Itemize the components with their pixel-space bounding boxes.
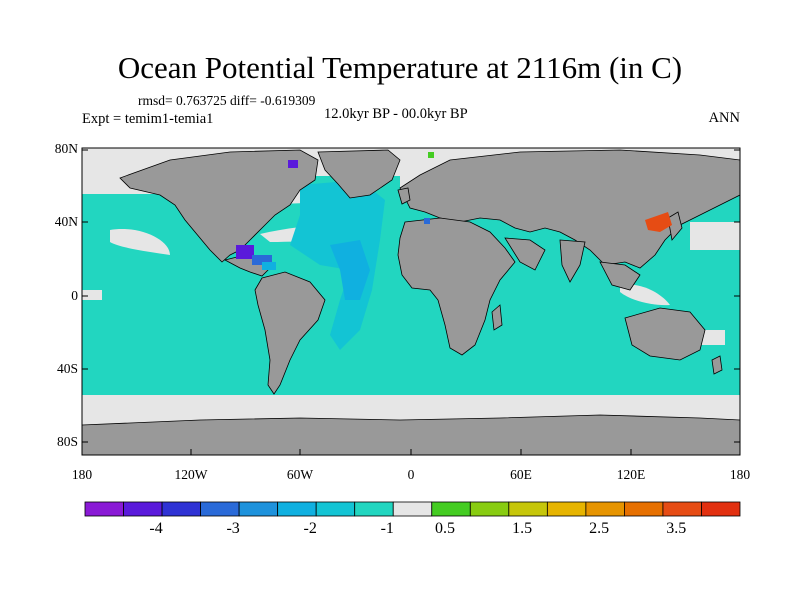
colorbar-label: -1	[380, 520, 394, 537]
plot-title: Ocean Potential Temperature at 2116m (in…	[117, 50, 683, 85]
colorbar-label: -2	[303, 520, 317, 537]
anomaly-arctic	[428, 152, 434, 158]
colorbar-label: -3	[226, 520, 240, 537]
anomaly-gulf	[236, 245, 254, 259]
experiment-label: Expt = temim1-temia1	[82, 111, 214, 127]
colorbar-label: -4	[149, 520, 163, 537]
anomaly-china	[645, 212, 672, 232]
lat-label-40s: 40S	[56, 361, 78, 376]
anomaly-caribbean	[252, 255, 272, 265]
colorbar-box	[508, 501, 548, 517]
lat-label-80s: 80S	[56, 434, 78, 449]
lat-label-80n: 80N	[54, 141, 78, 156]
colorbar-box	[84, 501, 124, 517]
colorbar-box	[200, 501, 240, 517]
anomaly-hudson	[288, 160, 298, 168]
colorbar-box	[238, 501, 279, 517]
colorbar-box	[701, 501, 741, 517]
colorbar-label: 1.5	[512, 520, 533, 537]
lon-label-0: 0	[407, 467, 415, 482]
lon-label-180e: 180	[729, 467, 751, 482]
lat-label-40n: 40N	[54, 214, 78, 229]
colorbar-box	[431, 501, 471, 517]
colorbar-label: 0.5	[435, 520, 456, 537]
land	[82, 149, 740, 455]
colorbar-box	[161, 501, 201, 517]
colorbar-label: 3.5	[666, 520, 687, 537]
lon-label-180w: 180	[71, 467, 93, 482]
colorbar-box	[546, 501, 587, 517]
period-label: 12.0kyr BP - 00.0kyr BP	[324, 106, 468, 122]
colorbar-box	[315, 501, 356, 517]
colorbar-box	[123, 501, 163, 517]
lon-label-120e: 120E	[616, 467, 646, 482]
colorbar-box	[354, 501, 394, 517]
lon-label-120w: 120W	[174, 467, 208, 482]
anomaly-med	[424, 218, 430, 224]
colorbar-box	[662, 501, 702, 517]
atlantic-cool	[290, 180, 385, 350]
map-ticks	[82, 149, 740, 455]
atlantic-cooler	[330, 240, 370, 300]
colorbar-box	[277, 501, 317, 517]
lat-label-0: 0	[71, 288, 78, 303]
colorbar-box	[392, 501, 433, 517]
colorbar-label: 2.5	[589, 520, 610, 537]
colorbar-box	[469, 501, 510, 517]
anomaly-caribbean-2	[262, 262, 276, 270]
colorbar-box	[624, 501, 664, 517]
season-label: ANN	[708, 110, 740, 126]
lon-label-60w: 60W	[286, 467, 314, 482]
lon-label-60e: 60E	[510, 467, 532, 482]
stats-line: rmsd= 0.763725 diff= -0.619309	[138, 93, 316, 108]
colorbar-box	[585, 501, 625, 517]
